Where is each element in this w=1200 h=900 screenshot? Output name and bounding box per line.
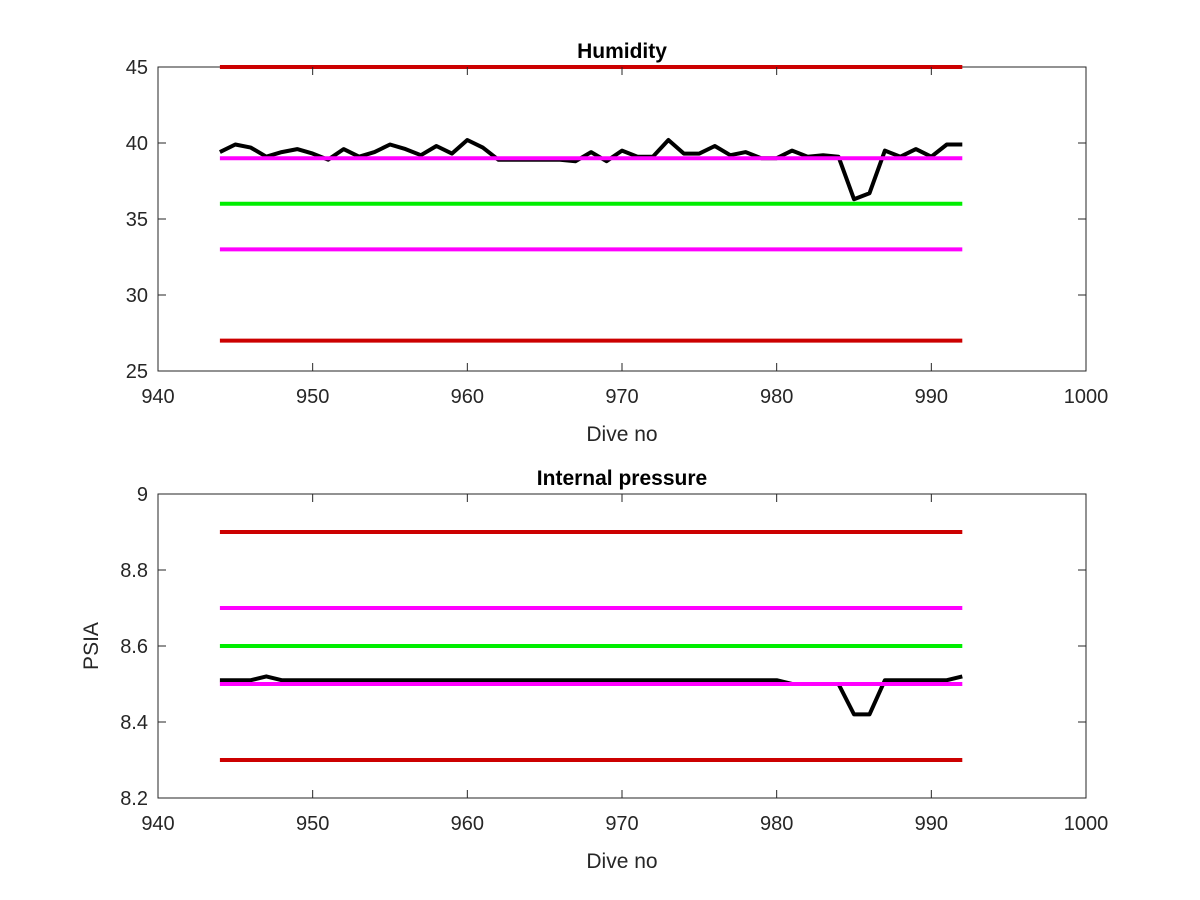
x-tick-label: 940 [141, 813, 174, 835]
x-tick-label: 950 [296, 813, 329, 835]
y-tick-label: 8.4 [120, 712, 148, 734]
chart-title: Internal pressure [537, 467, 707, 490]
tick-group: 940 950 960 970 980 990 1000 25 30 35 40 45 [126, 57, 1109, 408]
x-tick-label: 960 [451, 813, 484, 835]
y-tick-label: 8.2 [120, 788, 148, 810]
y-tick-label: 9 [137, 484, 148, 506]
x-tick-label: 980 [760, 386, 793, 408]
internal-pressure-plot: Internal pressure Dive no PSIA 940 950 960… [80, 467, 1108, 873]
y-tick-label: 45 [126, 57, 148, 79]
series-group [219, 530, 963, 762]
series-group [219, 65, 963, 343]
x-tick-label: 1000 [1064, 813, 1109, 835]
x-tick-label: 990 [915, 813, 948, 835]
y-axis-label: PSIA [80, 622, 103, 670]
plot-frame [157, 66, 1087, 372]
x-tick-label: 970 [605, 813, 638, 835]
x-axis-label: Dive no [586, 850, 657, 873]
y-tick-label: 35 [126, 209, 148, 231]
data-series-line [219, 138, 963, 202]
x-tick-label: 1000 [1064, 386, 1109, 408]
y-tick-label: 8.8 [120, 560, 148, 582]
humidity-plot: Humidity Dive no 940 950 960 970 980 990 1000 2… [126, 40, 1109, 446]
x-tick-label: 970 [605, 386, 638, 408]
x-tick-label: 960 [451, 386, 484, 408]
y-tick-label: 40 [126, 133, 148, 155]
y-tick-label: 30 [126, 285, 148, 307]
tick-group: 940 950 960 970 980 990 1000 8.2 8.4 8.6 8.8 9 [120, 484, 1108, 835]
x-tick-label: 990 [915, 386, 948, 408]
x-tick-label: 950 [296, 386, 329, 408]
y-tick-label: 8.6 [120, 636, 148, 658]
x-tick-label: 980 [760, 813, 793, 835]
chart-title: Humidity [577, 40, 667, 63]
x-axis-label: Dive no [586, 423, 657, 446]
y-tick-label: 25 [126, 361, 148, 383]
x-tick-label: 940 [141, 386, 174, 408]
